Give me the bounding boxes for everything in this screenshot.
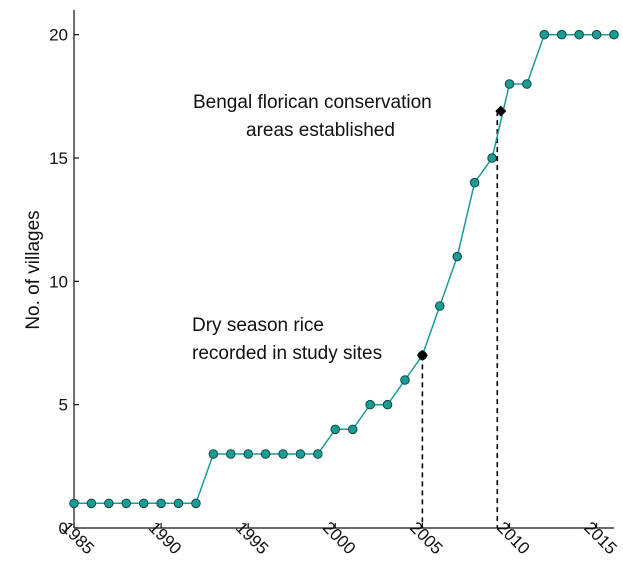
data-point bbox=[243, 449, 253, 459]
data-point bbox=[121, 498, 132, 509]
data-point bbox=[452, 251, 462, 262]
data-point bbox=[313, 449, 323, 459]
x-tick-label: 1990 bbox=[145, 518, 185, 558]
x-tick-label: 1995 bbox=[232, 518, 272, 558]
data-point bbox=[260, 449, 271, 459]
annotation-dry-season-line-2: recorded in study sites bbox=[192, 343, 382, 364]
data-point bbox=[104, 498, 114, 509]
data-point bbox=[556, 29, 567, 40]
data-point bbox=[522, 79, 532, 89]
y-tick-label: 15 bbox=[49, 149, 68, 168]
y-tick-label: 5 bbox=[59, 396, 68, 415]
data-point bbox=[295, 449, 306, 459]
data-point bbox=[487, 153, 497, 163]
y-tick-label: 10 bbox=[49, 272, 68, 291]
y-tick-label: 0 bbox=[59, 519, 68, 538]
y-axis-label: No. of villages bbox=[23, 210, 44, 329]
annotation-florican-line-1: Bengal florican conservation bbox=[193, 92, 432, 113]
annotation-marker-florican bbox=[495, 105, 507, 117]
data-point bbox=[69, 498, 79, 509]
data-point bbox=[435, 301, 445, 311]
data-point bbox=[173, 498, 184, 509]
x-tick-label: 2015 bbox=[580, 518, 620, 558]
annotation-florican-line-2: areas established bbox=[246, 120, 395, 141]
y-ticks-layer: 0 5 10 15 20 bbox=[49, 26, 79, 538]
data-point bbox=[330, 424, 341, 435]
x-tick-label: 2010 bbox=[493, 518, 533, 558]
data-point bbox=[156, 498, 166, 509]
data-point bbox=[609, 29, 619, 40]
data-point bbox=[382, 399, 393, 410]
x-tick-label: 2005 bbox=[406, 518, 446, 558]
data-point bbox=[138, 498, 149, 509]
data-point bbox=[591, 29, 602, 40]
data-point bbox=[226, 449, 236, 459]
data-point bbox=[347, 424, 358, 435]
data-point bbox=[278, 449, 288, 459]
data-point bbox=[208, 449, 219, 459]
data-point bbox=[574, 29, 584, 40]
y-tick-label: 20 bbox=[49, 26, 68, 45]
annotation-dry-season-line-1: Dry season rice bbox=[192, 315, 324, 336]
data-point bbox=[469, 177, 480, 188]
data-point bbox=[539, 29, 550, 40]
x-tick-label: 2000 bbox=[319, 518, 359, 558]
x-tick-label: 1985 bbox=[58, 518, 98, 558]
x-ticks-layer: 1985 1990 1995 2000 2005 2010 2015 bbox=[58, 518, 621, 558]
annotation-marker-dry-season bbox=[416, 349, 428, 361]
data-point bbox=[504, 79, 515, 89]
data-point bbox=[365, 399, 375, 410]
dashed-lines-layer bbox=[421, 111, 499, 528]
data-point bbox=[400, 375, 410, 385]
data-point bbox=[191, 498, 201, 509]
data-point bbox=[86, 498, 97, 509]
annotation-markers-layer bbox=[416, 105, 507, 361]
